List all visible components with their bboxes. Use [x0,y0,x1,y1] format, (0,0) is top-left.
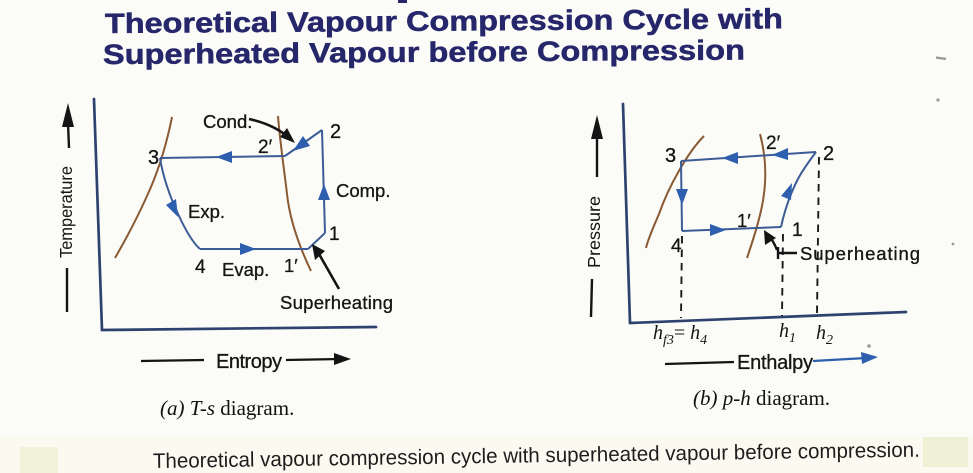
svg-text:h1: h1 [779,320,796,346]
svg-text:2′: 2′ [766,133,781,154]
svg-text:3: 3 [148,147,159,169]
svg-text:Temperature: Temperature [56,166,76,258]
svg-text:1: 1 [329,224,340,245]
svg-text:Exp.: Exp. [188,201,225,222]
svg-text:1′: 1′ [284,255,298,276]
svg-text:Superheating: Superheating [800,243,920,264]
svg-text:Comp.: Comp. [336,180,391,201]
svg-text:Cond.: Cond. [203,111,252,132]
svg-text:h2: h2 [816,322,833,348]
svg-text:4: 4 [195,257,206,278]
svg-text:Pressure: Pressure [584,196,604,268]
svg-text:2: 2 [823,143,834,165]
svg-text:1′: 1′ [737,210,751,231]
svg-text:Evap.: Evap. [222,259,269,280]
svg-text:1: 1 [792,220,803,241]
svg-text:Superheating: Superheating [280,292,393,313]
svg-text:Entropy: Entropy [216,351,282,373]
svg-text:4: 4 [671,236,682,257]
svg-text:3: 3 [665,145,676,167]
svg-text:2: 2 [330,121,341,143]
svg-text:hf3= h4: hf3= h4 [653,322,707,348]
svg-text:Superheated Vapour before Comp: Superheated Vapour before Compression [103,35,745,70]
svg-text:(b) p-h diagram.: (b) p-h diagram. [693,386,830,410]
svg-text:Theoretical Vapour Compression: Theoretical Vapour Compression Cycle wit… [105,3,783,39]
svg-text:2′: 2′ [258,137,273,158]
svg-text:(a) T-s diagram.: (a) T-s diagram. [160,396,294,420]
svg-text:Enthalpy: Enthalpy [737,352,813,374]
